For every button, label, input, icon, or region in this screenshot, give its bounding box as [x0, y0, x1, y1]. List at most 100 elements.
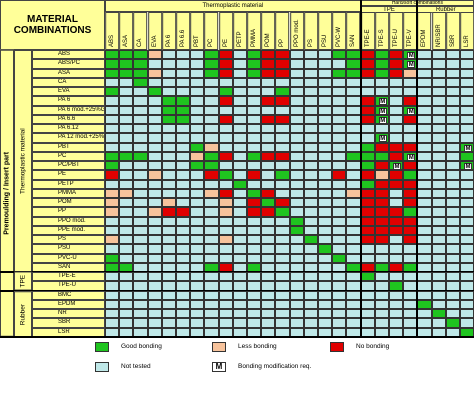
- cell: [289, 96, 304, 106]
- cell: [261, 225, 276, 235]
- cell: [360, 151, 375, 161]
- cell: [303, 253, 318, 263]
- cell: [445, 151, 460, 161]
- cell: [275, 105, 290, 115]
- cell: [147, 77, 162, 87]
- cell: [218, 124, 233, 134]
- cell: [204, 161, 219, 171]
- cell: [460, 216, 474, 226]
- legend-swatch: [95, 342, 109, 352]
- cell: [346, 68, 361, 78]
- cell: [431, 151, 446, 161]
- cell: [190, 96, 205, 106]
- column-header: PA 6: [161, 12, 176, 50]
- cell: [417, 50, 432, 60]
- cell: [176, 309, 191, 319]
- cell: [176, 253, 191, 263]
- cell: [360, 188, 375, 198]
- cell: [105, 272, 120, 282]
- cell: [261, 105, 276, 115]
- cell: [218, 77, 233, 87]
- cell: [176, 179, 191, 189]
- cell: [218, 318, 233, 328]
- cell: [275, 50, 290, 60]
- row-header: PBT: [32, 142, 105, 152]
- cell: [332, 309, 347, 319]
- cell: [417, 188, 432, 198]
- cell: [218, 179, 233, 189]
- cell: [389, 68, 404, 78]
- cell: [161, 96, 176, 106]
- cell: [360, 216, 375, 226]
- cell: [261, 68, 276, 78]
- column-header: PETP: [232, 12, 247, 50]
- cell: [105, 188, 120, 198]
- cell: [460, 133, 474, 143]
- cell: [247, 299, 262, 309]
- modification-mark: M: [378, 107, 387, 115]
- cell: [374, 179, 389, 189]
- cell: [431, 170, 446, 180]
- cell: [204, 272, 219, 282]
- cell: [218, 216, 233, 226]
- cell: [318, 87, 333, 97]
- cell: [119, 235, 134, 245]
- cell: [261, 133, 276, 143]
- cell: [133, 290, 148, 300]
- cell: [275, 114, 290, 124]
- cell: [232, 142, 247, 152]
- cell: [460, 170, 474, 180]
- cell: [105, 114, 120, 124]
- column-header: PE: [218, 12, 233, 50]
- cell: [389, 235, 404, 245]
- cell: [332, 133, 347, 143]
- cell: [275, 59, 290, 69]
- cell: [318, 244, 333, 254]
- cell: [417, 161, 432, 171]
- cell: [403, 225, 418, 235]
- cell: [360, 235, 375, 245]
- cell: [374, 225, 389, 235]
- cell: [318, 96, 333, 106]
- cell: [445, 142, 460, 152]
- cell: [289, 142, 304, 152]
- cell: [218, 50, 233, 60]
- row-header: PA 6.6: [32, 114, 105, 124]
- cell: [247, 225, 262, 235]
- cell: [247, 188, 262, 198]
- cell: [360, 161, 375, 171]
- cell: [389, 87, 404, 97]
- cell: [303, 87, 318, 97]
- cell: M: [403, 50, 418, 60]
- cell: [261, 309, 276, 319]
- cell: [460, 114, 474, 124]
- cell: [190, 68, 205, 78]
- cell: M: [389, 161, 404, 171]
- cell: [275, 142, 290, 152]
- cell: [204, 105, 219, 115]
- cell: [119, 216, 134, 226]
- cell: [204, 253, 219, 263]
- cell: [176, 198, 191, 208]
- cell: [403, 142, 418, 152]
- cell: [147, 59, 162, 69]
- cell: [119, 105, 134, 115]
- cell: [133, 77, 148, 87]
- cell: [417, 170, 432, 180]
- cell: [119, 77, 134, 87]
- cell: [460, 188, 474, 198]
- cell: [289, 77, 304, 87]
- cell: [303, 207, 318, 217]
- row-header: PPE mod.: [32, 225, 105, 235]
- cell: [232, 318, 247, 328]
- cell: [247, 133, 262, 143]
- cell: [232, 68, 247, 78]
- cell: [289, 235, 304, 245]
- cell: [460, 87, 474, 97]
- cell: [374, 216, 389, 226]
- cell: [218, 188, 233, 198]
- cell: [318, 114, 333, 124]
- cell: [389, 309, 404, 319]
- cell: [161, 216, 176, 226]
- cell: [161, 188, 176, 198]
